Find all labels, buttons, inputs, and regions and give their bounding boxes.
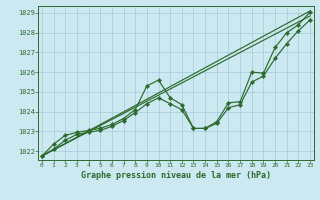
X-axis label: Graphe pression niveau de la mer (hPa): Graphe pression niveau de la mer (hPa) [81, 171, 271, 180]
